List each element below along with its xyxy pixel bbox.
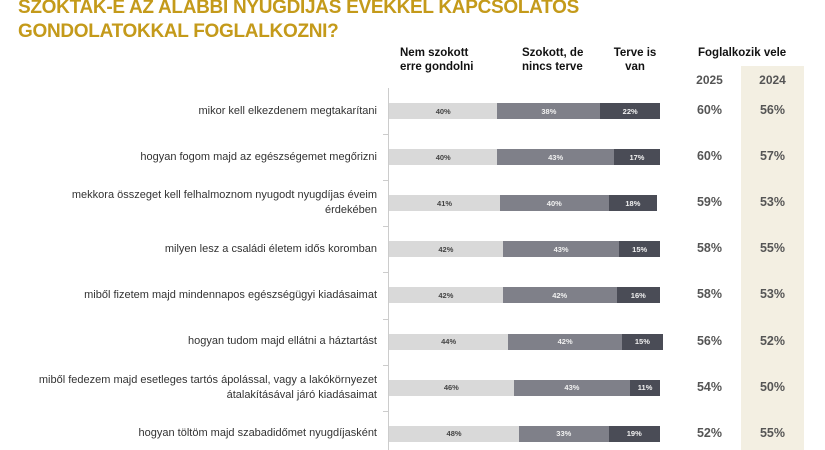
value-2025: 56% xyxy=(696,333,723,348)
category-label: miből fedezem majd esetleges tartós ápol… xyxy=(38,373,377,401)
value-2024: 55% xyxy=(759,241,786,256)
axis-tick xyxy=(383,318,388,320)
bar-segment: 43% xyxy=(502,241,620,258)
bar-segment: 43% xyxy=(513,379,631,396)
bar-segment: 42% xyxy=(389,287,503,304)
value-2024: 55% xyxy=(759,425,786,440)
axis-tick xyxy=(383,272,388,274)
bar-segment: 40% xyxy=(389,149,498,166)
header-nem-szokott: Nem szokott erre gondolni xyxy=(400,46,473,74)
value-2025: 60% xyxy=(696,103,723,117)
axis-tick xyxy=(383,134,388,136)
bar-segment: 18% xyxy=(608,195,658,212)
header-line: van xyxy=(625,61,645,73)
bar-segment: 48% xyxy=(389,425,520,442)
category-label: mikor kell elkezdenem megtakarítani xyxy=(198,104,377,117)
value-2025: 58% xyxy=(696,287,723,302)
axis-tick xyxy=(383,410,388,412)
bar-segment: 41% xyxy=(389,195,501,212)
year-2025: 2025 xyxy=(696,73,723,87)
value-2024: 56% xyxy=(759,103,786,117)
bar-segment: 40% xyxy=(389,103,498,119)
category-label: hogyan töltöm majd szabadidőmet nyugdíja… xyxy=(138,427,377,440)
header-foglalkozik: Foglalkozik vele xyxy=(698,47,787,59)
header-terve: Terve is van xyxy=(610,46,660,74)
value-2024: 53% xyxy=(759,287,786,302)
title-line-1: SZOKTAK-E AZ ALÁBBI NYUGDÍJAS ÉVEKKEL KA… xyxy=(18,0,579,18)
header-line: nincs terve xyxy=(522,61,583,73)
bar-segment: 40% xyxy=(500,195,609,212)
value-2025: 60% xyxy=(696,149,723,164)
category-label: hogyan tudom majd ellátni a háztartást xyxy=(188,335,377,347)
value-2024: 52% xyxy=(759,333,786,348)
bar-segment: 22% xyxy=(600,103,660,119)
axis-tick xyxy=(383,364,388,366)
value-2025: 58% xyxy=(696,241,723,256)
bar-segment: 42% xyxy=(508,333,623,350)
header-line: Szokott, de xyxy=(522,47,584,59)
bar-segment: 15% xyxy=(622,333,663,350)
bar-segment: 11% xyxy=(630,379,660,396)
bar-segment: 42% xyxy=(389,241,503,258)
bar-segment: 17% xyxy=(613,149,660,166)
header-line: Terve is xyxy=(613,47,657,59)
category-axis xyxy=(388,88,389,450)
category-label: miből fizetem majd mindennapos egészségü… xyxy=(84,288,377,301)
value-2024: 50% xyxy=(759,379,786,394)
value-2024: 57% xyxy=(759,149,786,164)
chart-title: SZOKTAK-E AZ ALÁBBI NYUGDÍJAS ÉVEKKEL KA… xyxy=(18,0,579,44)
header-line: Nem szokott xyxy=(400,47,469,59)
bar-segment: 19% xyxy=(608,425,660,442)
bar-segment: 33% xyxy=(519,425,609,442)
bar-segment: 42% xyxy=(502,287,617,304)
header-szokott: Szokott, de nincs terve xyxy=(522,46,583,74)
year-2024: 2024 xyxy=(759,73,786,87)
value-2025: 59% xyxy=(696,195,723,210)
bar-segment: 43% xyxy=(497,149,614,166)
value-2024: 53% xyxy=(759,195,786,210)
value-2025: 54% xyxy=(696,379,723,394)
category-label: hogyan fogom majd az egészségemet megőri… xyxy=(140,150,377,163)
axis-tick xyxy=(383,226,388,228)
column-2024-background xyxy=(741,66,804,450)
value-2025: 52% xyxy=(696,425,723,440)
axis-tick xyxy=(383,180,388,182)
bar-segment: 44% xyxy=(389,333,509,350)
bar-segment: 46% xyxy=(389,379,514,396)
bar-segment: 15% xyxy=(619,241,660,258)
category-label: milyen lesz a családi életem idős koromb… xyxy=(164,242,377,255)
header-line: erre gondolni xyxy=(400,61,474,73)
category-label: mekkora összeget kell felhalmoznom nyugo… xyxy=(71,189,377,217)
bar-segment: 16% xyxy=(616,287,660,304)
title-line-2: GONDOLATOKKAL FOGLALKOZNI? xyxy=(18,21,339,42)
bar-segment: 38% xyxy=(497,103,601,119)
